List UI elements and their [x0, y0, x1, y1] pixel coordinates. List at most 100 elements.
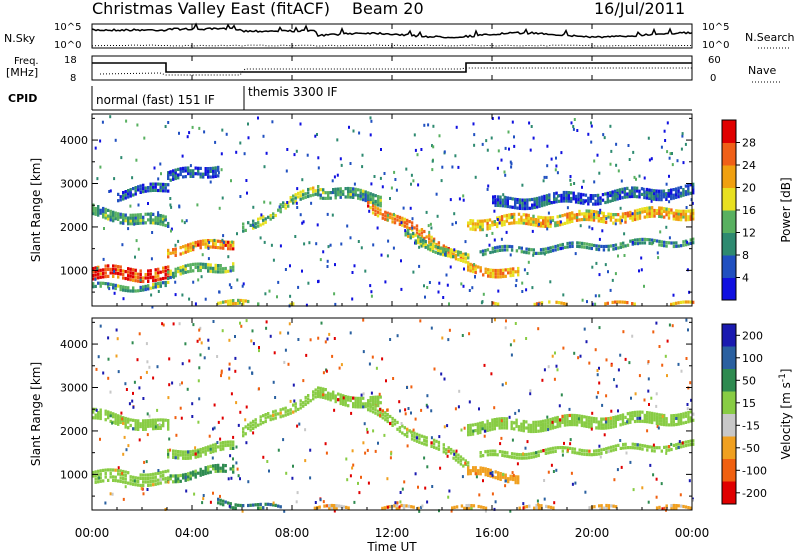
- echo-cell: [562, 302, 566, 306]
- echo-cell: [187, 456, 190, 460]
- echo-cell: [213, 238, 216, 242]
- echo-cell: [147, 419, 150, 423]
- echo-cell: [144, 221, 147, 225]
- echo-cell: [414, 417, 417, 421]
- echo-cell: [289, 302, 292, 306]
- echo-cell: [655, 495, 658, 499]
- echo-cell: [538, 201, 541, 206]
- echo-cell: [184, 166, 187, 170]
- echo-cell: [143, 460, 146, 464]
- echo-cell: [677, 301, 680, 305]
- echo-cell: [418, 433, 421, 437]
- echo-cell: [551, 420, 554, 424]
- echo-cell: [369, 396, 372, 400]
- echo-cell: [607, 270, 609, 274]
- echo-cell: [578, 209, 581, 213]
- echo-cell: [147, 483, 150, 487]
- echo-cell: [349, 398, 352, 403]
- echo-cell: [122, 297, 125, 301]
- echo-cell: [102, 206, 105, 211]
- echo-cell: [555, 300, 558, 304]
- echo-cell: [510, 426, 513, 431]
- echo-cell: [650, 208, 654, 213]
- echo-cell: [167, 280, 170, 284]
- echo-cell: [104, 275, 107, 279]
- echo-cell: [209, 500, 212, 504]
- echo-cell: [207, 257, 210, 261]
- echo-cell: [134, 424, 137, 428]
- echo-cell: [239, 298, 242, 303]
- echo-cell: [438, 435, 441, 439]
- echo-cell: [601, 403, 604, 407]
- echo-cell: [479, 228, 482, 232]
- echo-cell: [594, 202, 597, 206]
- echo-cell: [482, 252, 485, 256]
- echo-cell: [685, 357, 688, 360]
- echo-cell: [272, 215, 275, 219]
- echo-cell: [352, 396, 355, 400]
- echo-cell: [207, 448, 210, 452]
- echo-cell: [677, 413, 680, 417]
- echo-cell: [257, 302, 260, 306]
- echo-cell: [502, 475, 505, 479]
- echo-cell: [566, 417, 569, 421]
- echo-cell: [597, 216, 600, 220]
- colorbar-tick-label: 50: [742, 374, 756, 387]
- echo-cell: [117, 275, 120, 279]
- echo-cell: [247, 122, 249, 126]
- echo-cell: [457, 460, 460, 464]
- echo-cell: [570, 199, 573, 203]
- echo-cell: [396, 334, 399, 338]
- echo-cell: [633, 419, 637, 424]
- freq-panel: Freq. [MHz] 18 8 60 0 Nave: [6, 55, 782, 84]
- echo-cell: [99, 476, 102, 480]
- echo-cell: [167, 252, 170, 256]
- echo-cell: [491, 231, 494, 235]
- echo-cell: [104, 271, 107, 275]
- echo-cell: [522, 423, 525, 427]
- echo-cell: [652, 443, 655, 447]
- cpid-segment-2: themis 3300 IF: [248, 85, 338, 99]
- echo-cell: [491, 117, 494, 120]
- echo-cell: [334, 190, 337, 194]
- echo-cell: [551, 450, 555, 454]
- echo-cell: [282, 414, 285, 418]
- echo-cell: [232, 506, 235, 510]
- echo-cell: [554, 416, 557, 420]
- echo-cell: [337, 392, 340, 396]
- echo-cell: [412, 234, 415, 238]
- colorbar-swatch: [722, 255, 736, 278]
- echo-cell: [162, 186, 165, 190]
- echo-cell: [573, 447, 577, 451]
- echo-cell: [543, 497, 546, 501]
- echo-cell: [127, 286, 130, 290]
- echo-cell: [297, 285, 300, 289]
- echo-cell: [157, 281, 160, 286]
- echo-cell: [232, 268, 235, 272]
- echo-cell: [262, 421, 265, 425]
- echo-cell: [157, 177, 160, 181]
- echo-cell: [497, 477, 500, 481]
- echo-cell: [232, 443, 235, 447]
- echo-cell: [375, 366, 378, 370]
- echo-cell: [653, 415, 656, 419]
- echo-cell: [505, 319, 507, 323]
- echo-cell: [467, 469, 470, 473]
- echo-cell: [560, 301, 563, 305]
- echo-cell: [462, 194, 465, 198]
- echo-cell: [380, 253, 383, 257]
- echo-cell: [481, 142, 484, 146]
- echo-cell: [99, 272, 102, 276]
- echo-cell: [616, 194, 619, 198]
- echo-cell: [677, 209, 680, 213]
- echo-cell: [592, 416, 596, 421]
- echo-cell: [624, 220, 627, 224]
- echo-cell: [232, 440, 235, 444]
- echo-cell: [187, 249, 190, 253]
- echo-cell: [294, 409, 297, 413]
- echo-cell: [496, 420, 499, 424]
- echo-cell: [493, 424, 496, 428]
- echo-cell: [609, 416, 613, 420]
- echo-cell: [621, 300, 624, 304]
- echo-cell: [664, 354, 667, 358]
